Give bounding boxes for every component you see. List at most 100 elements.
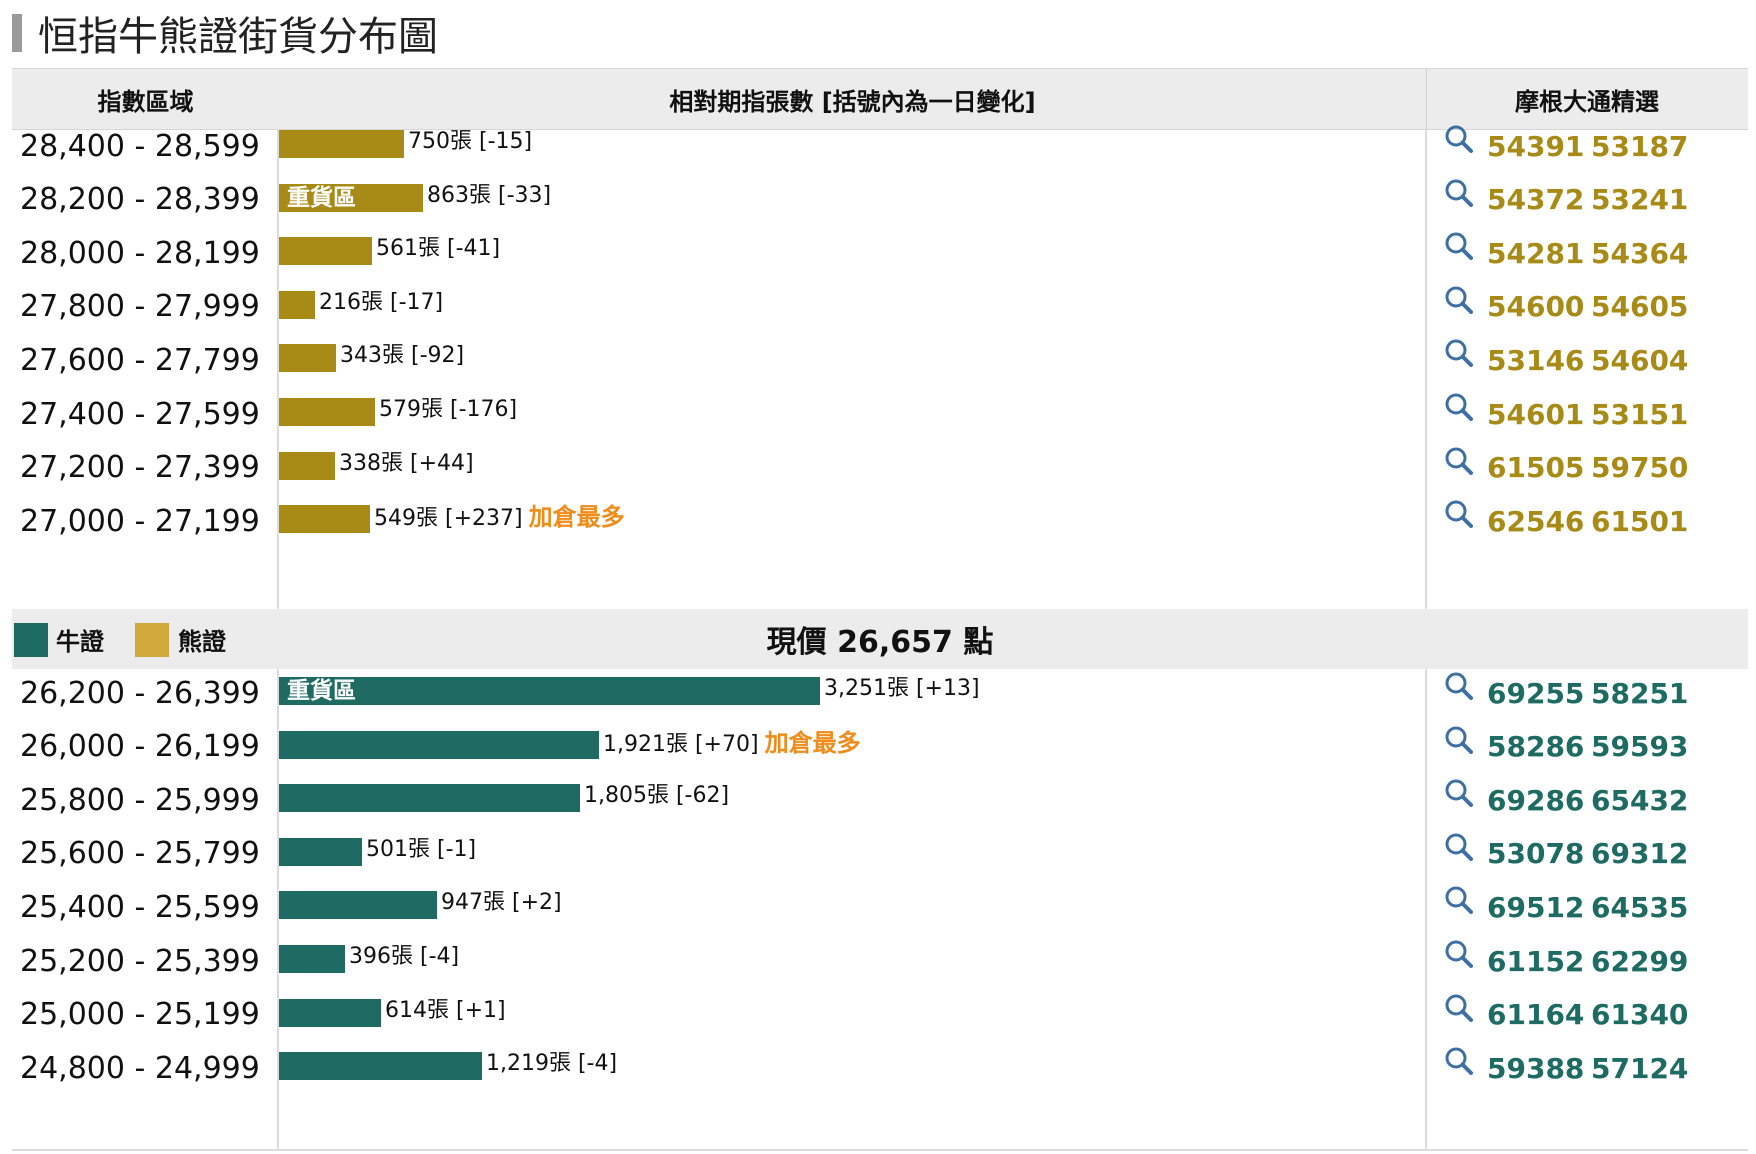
bull-bar <box>279 784 580 813</box>
bear-range-label: 27,200 - 27,399 <box>20 450 260 486</box>
warrant-code-link[interactable]: 58286 <box>1487 730 1585 764</box>
search-icon[interactable] <box>1444 392 1474 422</box>
bear-value-text: 549張 [+237] <box>374 506 523 532</box>
bear-bar <box>279 290 315 319</box>
bear-value-label: 750張 [-15] <box>408 128 532 156</box>
title-bar: 恒指牛熊證街貨分布圖 <box>12 8 438 60</box>
bear-range-label: 27,600 - 27,799 <box>20 342 260 378</box>
warrant-code-link[interactable]: 62546 <box>1487 504 1585 538</box>
bear-bar <box>279 237 372 266</box>
bear-row: 27,200 - 27,399 338張 [+44] 61505 59750 <box>12 438 1748 498</box>
search-icon[interactable] <box>1444 725 1474 755</box>
bear-value-text: 579張 [-176] <box>379 397 518 422</box>
bear-value-label: 338張 [+44] <box>339 450 474 478</box>
warrant-code-link[interactable]: 53241 <box>1591 183 1689 217</box>
warrant-code-link[interactable]: 53151 <box>1591 397 1689 431</box>
warrant-code-link[interactable]: 58251 <box>1591 676 1689 710</box>
header-bars: 相對期指張數 [括號內為一日變化] <box>669 87 1036 116</box>
bull-value-label: 396張 [-4] <box>349 943 459 971</box>
search-icon[interactable] <box>1444 446 1474 476</box>
warrant-code-link[interactable]: 61501 <box>1591 504 1689 538</box>
bear-row: 27,800 - 27,999 216張 [-17] 54600 54605 <box>12 277 1748 337</box>
bull-value-label: 947張 [+2] <box>441 889 562 917</box>
search-icon[interactable] <box>1444 338 1474 368</box>
warrant-code-link[interactable]: 61340 <box>1591 998 1689 1032</box>
search-icon[interactable] <box>1444 778 1474 808</box>
warrant-code-link[interactable]: 59388 <box>1487 1051 1585 1085</box>
bear-bar <box>279 505 370 534</box>
search-icon[interactable] <box>1444 178 1474 208</box>
heavy-zone-label: 重貨區 <box>287 678 356 704</box>
bear-value-label: 863張 [-33] <box>427 182 551 210</box>
header-picks: 摩根大通精選 <box>1515 87 1659 116</box>
warrant-code-link[interactable]: 61152 <box>1487 944 1585 978</box>
warrant-code-link[interactable]: 69286 <box>1487 783 1585 817</box>
search-icon[interactable] <box>1444 939 1474 969</box>
bear-row: 28,400 - 28,599 750張 [-15] 54391 53187 <box>12 116 1748 176</box>
warrant-code-link[interactable]: 65432 <box>1591 783 1689 817</box>
bull-range-label: 25,200 - 25,399 <box>20 943 260 979</box>
search-icon[interactable] <box>1444 231 1474 261</box>
table-header: 指數區域 相對期指張數 [括號內為一日變化] 摩根大通精選 <box>12 68 1748 130</box>
bear-range-label: 28,400 - 28,599 <box>20 128 260 164</box>
warrant-code-link[interactable]: 54391 <box>1487 129 1585 163</box>
bull-bar <box>279 891 437 920</box>
warrant-code-link[interactable]: 64535 <box>1591 890 1689 924</box>
bull-value-text: 1,219張 [-4] <box>486 1051 618 1077</box>
warrant-code-link[interactable]: 54372 <box>1487 183 1585 217</box>
warrant-code-link[interactable]: 59750 <box>1591 451 1689 485</box>
warrant-code-link[interactable]: 53146 <box>1487 343 1585 377</box>
bear-bar <box>279 451 335 480</box>
bull-value-text: 501張 [-1] <box>366 836 477 862</box>
bull-range-label: 26,000 - 26,199 <box>20 729 260 765</box>
warrant-code-link[interactable]: 57124 <box>1591 1051 1689 1085</box>
table-bottom-border <box>12 1149 1748 1151</box>
bull-bar <box>279 837 362 866</box>
bear-value-label: 561張 [-41] <box>376 235 500 263</box>
bull-row: 25,200 - 25,399 396張 [-4] 61152 62299 <box>12 931 1748 991</box>
warrant-code-link[interactable]: 54605 <box>1591 290 1689 324</box>
bull-range-label: 24,800 - 24,999 <box>20 1050 260 1086</box>
warrant-code-link[interactable]: 69312 <box>1591 837 1689 871</box>
search-icon[interactable] <box>1444 832 1474 862</box>
warrant-code-link[interactable]: 53187 <box>1591 129 1689 163</box>
warrant-code-link[interactable]: 62299 <box>1591 944 1689 978</box>
bear-range-label: 28,000 - 28,199 <box>20 235 260 271</box>
bull-value-text: 614張 [+1] <box>385 997 506 1023</box>
warrant-code-link[interactable]: 54281 <box>1487 236 1585 270</box>
bull-range-label: 25,800 - 25,999 <box>20 782 260 818</box>
bear-value-text: 863張 [-33] <box>427 182 552 208</box>
search-icon[interactable] <box>1444 1046 1474 1076</box>
bull-value-text: 947張 [+2] <box>441 890 562 916</box>
bull-bar <box>279 1052 482 1081</box>
bear-bar <box>279 130 404 158</box>
warrant-code-link[interactable]: 54600 <box>1487 290 1585 324</box>
header-range: 指數區域 <box>97 87 194 116</box>
bear-range-label: 27,000 - 27,199 <box>20 503 260 539</box>
warrant-code-link[interactable]: 61164 <box>1487 998 1585 1032</box>
warrant-code-link[interactable]: 53078 <box>1487 837 1585 871</box>
bull-row: 25,600 - 25,799 501張 [-1] 53078 69312 <box>12 824 1748 884</box>
warrant-code-link[interactable]: 59593 <box>1591 730 1689 764</box>
bull-value-label: 501張 [-1] <box>366 836 476 864</box>
search-icon[interactable] <box>1444 285 1474 315</box>
warrant-code-link[interactable]: 54364 <box>1591 236 1689 270</box>
search-icon[interactable] <box>1444 885 1474 915</box>
search-icon[interactable] <box>1444 671 1474 701</box>
warrant-code-link[interactable]: 61505 <box>1487 451 1585 485</box>
bear-value-text: 561張 [-41] <box>376 236 501 262</box>
bear-legend-label: 熊證 <box>178 627 226 656</box>
warrant-code-link[interactable]: 69512 <box>1487 890 1585 924</box>
search-icon[interactable] <box>1444 499 1474 529</box>
search-icon[interactable] <box>1444 124 1474 154</box>
search-icon[interactable] <box>1444 993 1474 1023</box>
bull-value-text: 1,921張 [+70] <box>603 731 759 757</box>
bear-row: 28,000 - 28,199 561張 [-41] 54281 54364 <box>12 223 1748 283</box>
warrant-code-link[interactable]: 69255 <box>1487 676 1585 710</box>
column-divider <box>1425 669 1427 1149</box>
bear-value-text: 750張 [-15] <box>408 129 533 154</box>
warrant-code-link[interactable]: 54601 <box>1487 397 1585 431</box>
warrant-code-link[interactable]: 54604 <box>1591 343 1689 377</box>
bear-value-label: 343張 [-92] <box>340 342 464 370</box>
bear-bar <box>279 398 375 426</box>
